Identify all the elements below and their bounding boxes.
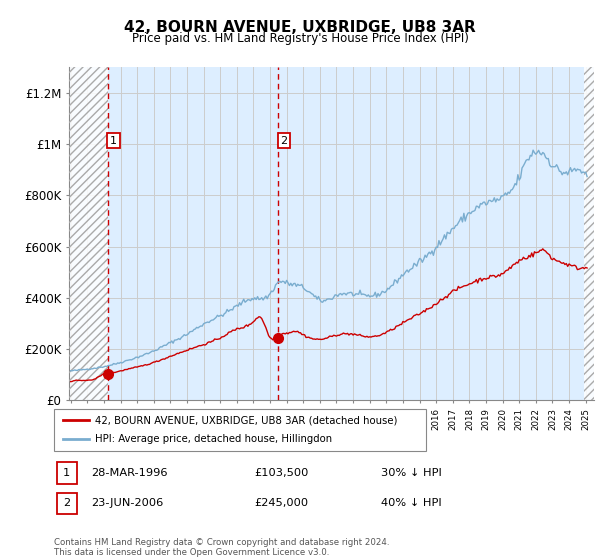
Text: HPI: Average price, detached house, Hillingdon: HPI: Average price, detached house, Hill… [95,435,332,445]
Text: 42, BOURN AVENUE, UXBRIDGE, UB8 3AR: 42, BOURN AVENUE, UXBRIDGE, UB8 3AR [124,20,476,35]
Text: 2: 2 [63,498,70,508]
Text: £245,000: £245,000 [254,498,309,508]
Text: 40% ↓ HPI: 40% ↓ HPI [382,498,442,508]
Text: 42, BOURN AVENUE, UXBRIDGE, UB8 3AR (detached house): 42, BOURN AVENUE, UXBRIDGE, UB8 3AR (det… [95,415,397,425]
Text: Contains HM Land Registry data © Crown copyright and database right 2024.
This d: Contains HM Land Registry data © Crown c… [54,538,389,557]
Text: £103,500: £103,500 [254,468,309,478]
Text: 1: 1 [63,468,70,478]
FancyBboxPatch shape [56,461,77,484]
FancyBboxPatch shape [56,493,77,514]
Text: 28-MAR-1996: 28-MAR-1996 [91,468,167,478]
Text: 1: 1 [110,136,117,146]
Text: 2: 2 [280,136,287,146]
Text: 30% ↓ HPI: 30% ↓ HPI [382,468,442,478]
Text: 23-JUN-2006: 23-JUN-2006 [91,498,163,508]
Text: Price paid vs. HM Land Registry's House Price Index (HPI): Price paid vs. HM Land Registry's House … [131,32,469,45]
FancyBboxPatch shape [54,409,426,451]
